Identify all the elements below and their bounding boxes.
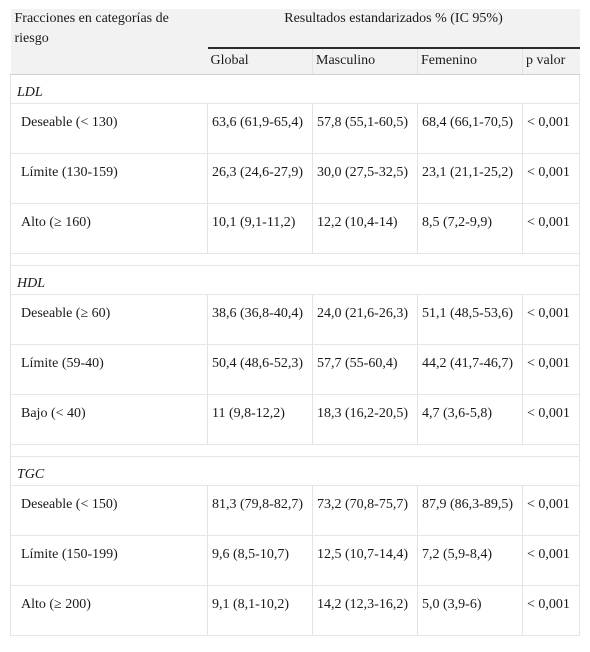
row-label: Límite (150-199) <box>10 535 208 586</box>
section-row-ldl: LDL <box>10 74 580 104</box>
column-header-masculino: Masculino <box>312 48 418 75</box>
table-row: Deseable (≥ 60) 38,6 (36,8-40,4) 24,0 (2… <box>10 294 580 345</box>
cell-p-valor: < 0,001 <box>522 294 580 345</box>
cell-masculino: 14,2 (12,3-16,2) <box>312 585 418 636</box>
cell-femenino: 87,9 (86,3-89,5) <box>417 485 523 536</box>
cell-p-valor: < 0,001 <box>522 153 580 204</box>
cell-global: 9,1 (8,1-10,2) <box>207 585 313 636</box>
cell-femenino: 51,1 (48,5-53,6) <box>417 294 523 345</box>
cell-femenino: 44,2 (41,7-46,7) <box>417 344 523 395</box>
cell-femenino: 68,4 (66,1-70,5) <box>417 103 523 154</box>
section-title: LDL <box>10 74 580 104</box>
cell-global: 11 (9,8-12,2) <box>207 394 313 445</box>
cell-masculino: 12,2 (10,4-14) <box>312 203 418 254</box>
cell-global: 9,6 (8,5-10,7) <box>207 535 313 586</box>
cell-masculino: 18,3 (16,2-20,5) <box>312 394 418 445</box>
table-row: Alto (≥ 160) 10,1 (9,1-11,2) 12,2 (10,4-… <box>10 203 580 254</box>
group-header: Resultados estandarizados % (IC 95%) <box>207 9 580 49</box>
cell-p-valor: < 0,001 <box>522 485 580 536</box>
cell-femenino: 5,0 (3,9-6) <box>417 585 523 636</box>
cell-masculino: 12,5 (10,7-14,4) <box>312 535 418 586</box>
cell-femenino: 8,5 (7,2-9,9) <box>417 203 523 254</box>
risk-fractions-table: Fracciones en categorías de riesgo Resul… <box>10 9 580 636</box>
section-spacer <box>10 444 580 457</box>
section-row-hdl: HDL <box>10 265 580 295</box>
spacer-cell <box>10 444 580 457</box>
stub-header: Fracciones en categorías de riesgo <box>10 9 208 75</box>
row-label: Deseable (< 150) <box>10 485 208 536</box>
cell-p-valor: < 0,001 <box>522 103 580 154</box>
cell-p-valor: < 0,001 <box>522 344 580 395</box>
cell-global: 38,6 (36,8-40,4) <box>207 294 313 345</box>
cell-femenino: 4,7 (3,6-5,8) <box>417 394 523 445</box>
section-row-tgc: TGC <box>10 456 580 486</box>
table-row: Alto (≥ 200) 9,1 (8,1-10,2) 14,2 (12,3-1… <box>10 585 580 636</box>
section-title: HDL <box>10 265 580 295</box>
cell-masculino: 73,2 (70,8-75,7) <box>312 485 418 536</box>
cell-global: 63,6 (61,9-65,4) <box>207 103 313 154</box>
row-label: Deseable (< 130) <box>10 103 208 154</box>
table-body: LDL Deseable (< 130) 63,6 (61,9-65,4) 57… <box>10 74 580 636</box>
table-row: Límite (150-199) 9,6 (8,5-10,7) 12,5 (10… <box>10 535 580 586</box>
cell-masculino: 57,8 (55,1-60,5) <box>312 103 418 154</box>
section-spacer <box>10 253 580 266</box>
results-table-container: Fracciones en categorías de riesgo Resul… <box>10 9 580 636</box>
spacer-cell <box>10 253 580 266</box>
table-header: Fracciones en categorías de riesgo Resul… <box>10 9 580 75</box>
column-header-femenino: Femenino <box>417 48 523 75</box>
column-header-p-valor: p valor <box>522 48 580 75</box>
cell-masculino: 57,7 (55-60,4) <box>312 344 418 395</box>
table-row: Bajo (< 40) 11 (9,8-12,2) 18,3 (16,2-20,… <box>10 394 580 445</box>
row-label: Alto (≥ 200) <box>10 585 208 636</box>
cell-global: 81,3 (79,8-82,7) <box>207 485 313 536</box>
row-label: Alto (≥ 160) <box>10 203 208 254</box>
row-label: Deseable (≥ 60) <box>10 294 208 345</box>
column-header-global: Global <box>207 48 313 75</box>
cell-masculino: 30,0 (27,5-32,5) <box>312 153 418 204</box>
cell-femenino: 23,1 (21,1-25,2) <box>417 153 523 204</box>
section-title: TGC <box>10 456 580 486</box>
cell-global: 10,1 (9,1-11,2) <box>207 203 313 254</box>
cell-p-valor: < 0,001 <box>522 535 580 586</box>
row-label: Límite (130-159) <box>10 153 208 204</box>
table-row: Deseable (< 130) 63,6 (61,9-65,4) 57,8 (… <box>10 103 580 154</box>
row-label: Límite (59-40) <box>10 344 208 395</box>
table-row: Límite (130-159) 26,3 (24,6-27,9) 30,0 (… <box>10 153 580 204</box>
cell-femenino: 7,2 (5,9-8,4) <box>417 535 523 586</box>
cell-p-valor: < 0,001 <box>522 394 580 445</box>
cell-global: 50,4 (48,6-52,3) <box>207 344 313 395</box>
table-row: Límite (59-40) 50,4 (48,6-52,3) 57,7 (55… <box>10 344 580 395</box>
cell-global: 26,3 (24,6-27,9) <box>207 153 313 204</box>
table-row: Deseable (< 150) 81,3 (79,8-82,7) 73,2 (… <box>10 485 580 536</box>
row-label: Bajo (< 40) <box>10 394 208 445</box>
cell-p-valor: < 0,001 <box>522 203 580 254</box>
cell-masculino: 24,0 (21,6-26,3) <box>312 294 418 345</box>
cell-p-valor: < 0,001 <box>522 585 580 636</box>
